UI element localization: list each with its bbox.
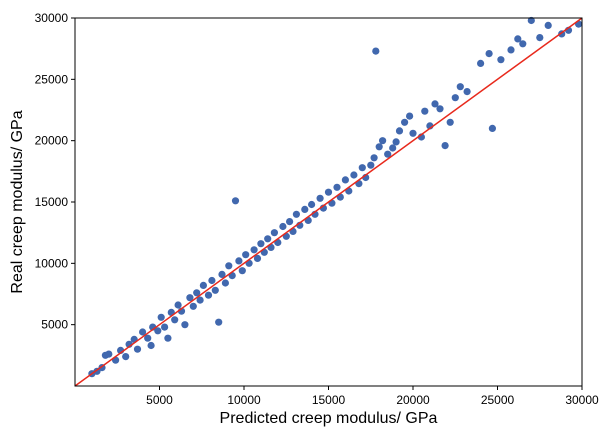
data-point-64	[333, 183, 341, 191]
reference-line	[74, 17, 583, 387]
data-point-92	[456, 83, 464, 91]
data-point-89	[441, 142, 449, 150]
data-point-56	[301, 205, 309, 213]
data-point-100	[519, 40, 527, 48]
data-point-90	[446, 118, 454, 126]
data-point-27	[196, 296, 204, 304]
data-point-77	[384, 150, 392, 158]
data-point-74	[370, 154, 378, 162]
data-point-81	[401, 118, 409, 126]
data-point-23	[181, 321, 189, 329]
data-point-44	[257, 240, 265, 248]
data-point-91	[451, 94, 459, 102]
data-point-10	[133, 345, 142, 353]
data-point-99	[514, 35, 522, 43]
data-point-79	[392, 138, 400, 146]
data-point-20	[171, 316, 179, 324]
data-point-68	[350, 171, 358, 179]
data-point-73	[372, 47, 380, 55]
data-point-37	[231, 197, 240, 205]
y-tick-label-5000: 5000	[41, 318, 68, 332]
y-tick-label-30000: 30000	[35, 11, 69, 25]
data-point-7	[122, 353, 130, 361]
data-point-46	[264, 235, 272, 243]
data-point-26	[193, 289, 201, 297]
data-point-35	[225, 262, 233, 270]
data-point-40	[242, 251, 250, 259]
data-point-76	[379, 137, 387, 145]
data-point-39	[238, 267, 246, 275]
data-point-88	[436, 105, 444, 113]
data-point-43	[253, 254, 262, 262]
data-point-29	[204, 291, 213, 299]
data-point-18	[164, 334, 172, 342]
data-point-48	[270, 229, 278, 237]
ticks-layer: 5000 10000 15000 20000 25000 30000 5000 10000 15…	[35, 11, 599, 407]
data-point-78	[389, 144, 397, 152]
x-tick-label-5000: 5000	[146, 393, 173, 407]
data-point-83	[409, 129, 417, 137]
data-point-16	[157, 313, 165, 321]
data-point-98	[507, 46, 515, 54]
data-point-30	[208, 276, 216, 285]
data-point-87	[431, 100, 439, 108]
data-point-13	[147, 341, 155, 350]
data-point-33	[218, 270, 226, 278]
data-point-62	[324, 188, 333, 196]
data-point-70	[358, 164, 366, 172]
data-point-75	[375, 143, 383, 151]
x-tick-label-25000: 25000	[481, 393, 515, 407]
x-tick-label-30000: 30000	[565, 393, 599, 407]
data-point-97	[497, 56, 505, 64]
x-tick-label-10000: 10000	[227, 393, 261, 407]
data-point-31	[211, 286, 219, 294]
y-tick-label-20000: 20000	[35, 134, 69, 148]
data-point-17	[161, 323, 169, 331]
data-point-96	[488, 124, 496, 132]
x-tick-label-20000: 20000	[396, 393, 430, 407]
data-point-58	[308, 200, 316, 209]
x-tick-label-15000: 15000	[312, 393, 346, 407]
data-point-82	[406, 112, 414, 120]
data-point-21	[174, 301, 182, 309]
data-point-12	[144, 334, 152, 342]
data-point-50	[279, 222, 287, 231]
data-point-101	[527, 16, 535, 25]
data-point-24	[186, 294, 194, 302]
data-point-15	[154, 327, 162, 335]
data-point-80	[395, 127, 404, 135]
data-point-95	[485, 50, 493, 58]
data-point-28	[199, 281, 207, 289]
data-point-103	[544, 21, 552, 29]
y-tick-label-10000: 10000	[35, 256, 69, 270]
data-point-85	[421, 107, 429, 115]
x-axis-title: Predicted creep modulus/ GPa	[220, 410, 438, 427]
data-point-32	[215, 318, 223, 326]
data-point-60	[316, 194, 324, 202]
data-point-42	[250, 246, 258, 254]
data-point-94	[477, 59, 485, 67]
data-point-93	[463, 88, 471, 96]
data-point-25	[189, 302, 197, 310]
y-axis-title: Real creep modulus/ GPa	[9, 110, 26, 293]
data-point-38	[235, 257, 243, 265]
data-point-4	[105, 350, 113, 358]
data-point-34	[221, 279, 229, 287]
y-tick-label-25000: 25000	[35, 72, 69, 86]
data-point-54	[292, 210, 300, 218]
data-point-52	[286, 218, 294, 226]
data-point-11	[139, 328, 147, 336]
data-point-66	[341, 176, 349, 184]
data-point-72	[367, 161, 375, 169]
data-point-102	[536, 34, 544, 42]
points-layer	[88, 16, 583, 378]
y-tick-label-15000: 15000	[35, 195, 69, 209]
